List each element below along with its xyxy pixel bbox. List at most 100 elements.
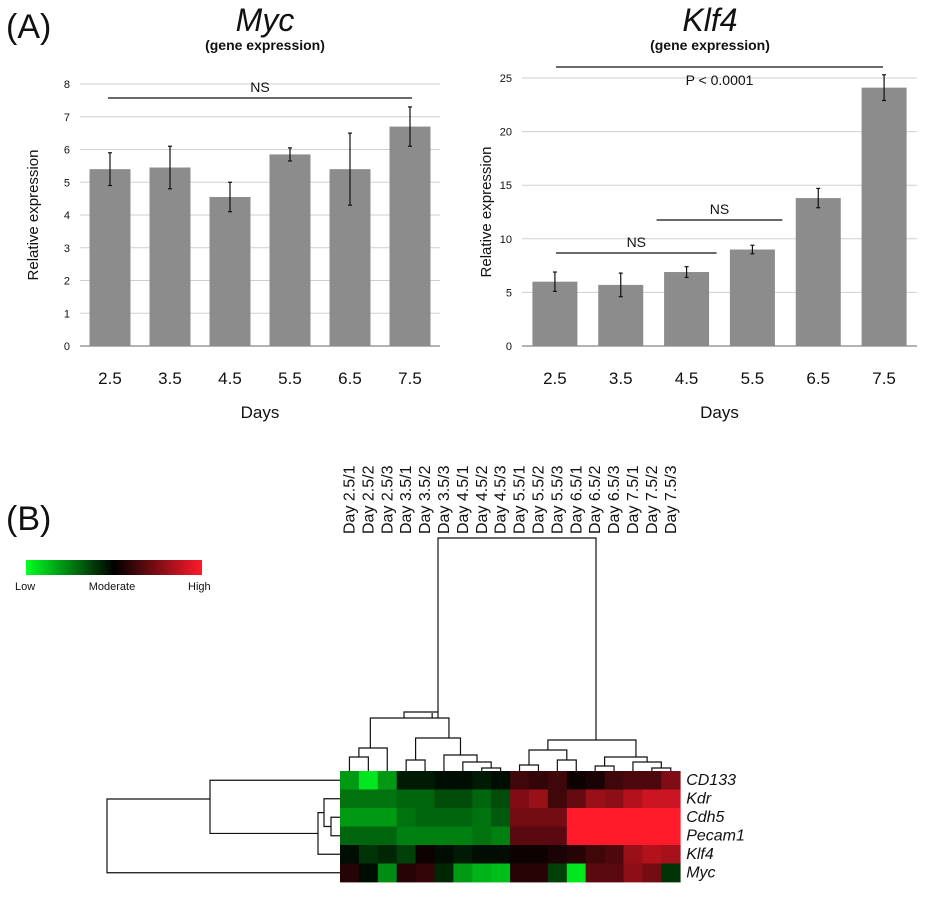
heatmap-cell [358,771,379,790]
heatmap-cell [396,826,416,846]
dendrogram-branch [651,767,672,771]
heatmap-cell [510,771,530,790]
y-tick-label: 4 [64,210,70,222]
heatmap-row-label: Pecam1 [686,828,745,845]
heatmap-cell [396,771,416,790]
x-tick-label: 2.5 [543,369,567,388]
panel-b-label: (B) [6,500,51,538]
x-tick-label: 4.5 [218,369,242,388]
heatmap-column-label: Day 6.5/3 [606,465,623,534]
dendrogram-branch [369,717,450,748]
y-tick-label: 25 [500,73,512,85]
heatmap-cell [377,845,398,864]
heatmap-cell [434,789,454,809]
dendrogram-branch [443,754,478,771]
heatmap-row-label: CD133 [686,772,736,789]
legend-moderate-label: Moderate [89,581,135,593]
heatmap-cell [434,845,454,864]
significance-label: NS [250,79,269,95]
myc-bar-chart: Myc(gene expression) 0 1 2 3 4 5 6 7 8 2.5 3.5 4.5 5.… [25,2,440,422]
x-tick-label: 4.5 [675,369,699,388]
heatmap-cell [566,789,587,809]
heatmap-cell [604,826,624,846]
x-tick-label: 3.5 [158,369,182,388]
heatmap-cell [547,826,568,846]
dendrogram-branch [518,764,540,771]
heatmap-cell [661,789,681,809]
bar [209,196,251,346]
heatmap-cell [434,863,454,883]
heatmap-cell [529,863,549,883]
y-tick-label: 10 [500,234,512,246]
heatmap-cell [491,808,511,827]
dendrogram-branch [405,759,426,771]
heatmap-cell [491,771,511,790]
row-dendrogram [106,779,340,874]
heatmap-row-label: Kdr [686,791,712,808]
heatmap-cell [415,789,435,809]
heatmap-cell [604,845,624,864]
heatmap-column-label: Day 2.5/3 [379,465,396,534]
heatmap-cell [434,808,454,827]
x-tick-label: 3.5 [609,369,633,388]
y-tick-label: 0 [506,341,512,353]
heatmap-cell [358,808,379,827]
heatmap-cell [529,845,549,864]
heatmap-cell [415,808,435,827]
x-tick-label: 5.5 [278,369,302,388]
panel-a-label: (A) [6,8,51,46]
y-tick-label: 1 [64,308,70,320]
heatmap-column-label: Day 3.5/1 [398,465,415,534]
heatmap-cell [661,863,681,883]
heatmap-cell [604,789,624,809]
heatmap-cell [642,826,662,846]
dendrogram-branch [437,537,597,728]
y-tick-label: 3 [64,243,70,255]
heatmap-cell [623,863,643,883]
heatmap-cell [358,863,379,883]
heatmap-cell [585,845,605,864]
x-tick-label: 7.5 [398,369,422,388]
heatmap-cell [453,826,473,846]
column-dendrogram [348,537,672,771]
dendrogram-branch [209,779,340,835]
dendrogram-branch [528,749,568,765]
heatmap-cell [358,826,379,846]
heatmap-cell [340,789,360,809]
heatmap-cell [340,808,360,827]
heatmap-cell [377,771,398,790]
heatmap-cell [453,808,473,827]
y-tick-label: 20 [500,127,512,139]
dendrogram-branch [594,765,615,771]
legend-low-label: Low [15,581,35,593]
heatmap-cell [396,863,416,883]
bar [729,249,775,346]
x-tick-label: 6.5 [338,369,362,388]
heatmap-column-label: Day 4.5/2 [474,465,491,534]
heatmap-column-label: Day 7.5/3 [663,465,680,534]
dendrogram-branch [403,711,439,718]
dendrogram-branch [481,767,502,771]
heatmap-cell [510,845,530,864]
heatmap-cell [415,771,435,790]
heatmap-cell [529,789,549,809]
heatmap-column-label: Day 5.5/3 [549,465,566,534]
significance-label: NS [710,201,729,217]
heatmap-cell [358,789,379,809]
bar [664,272,710,346]
heatmap-cell [585,808,605,827]
heatmap-cell [585,771,605,790]
heatmap-column-label: Day 6.5/1 [568,465,585,534]
y-tick-label: 15 [500,180,512,192]
heatmap-cell [472,771,492,790]
heatmap-cell [340,863,360,883]
heatmap-cell [472,789,492,809]
significance-label: P < 0.0001 [686,72,754,88]
color-scale-bar [26,560,202,575]
heatmap-cell [491,789,511,809]
heatmap-column-label: Day 5.5/2 [530,465,547,534]
heatmap-cell [642,845,662,864]
bar [269,154,311,346]
heatmap-cell [604,808,624,827]
